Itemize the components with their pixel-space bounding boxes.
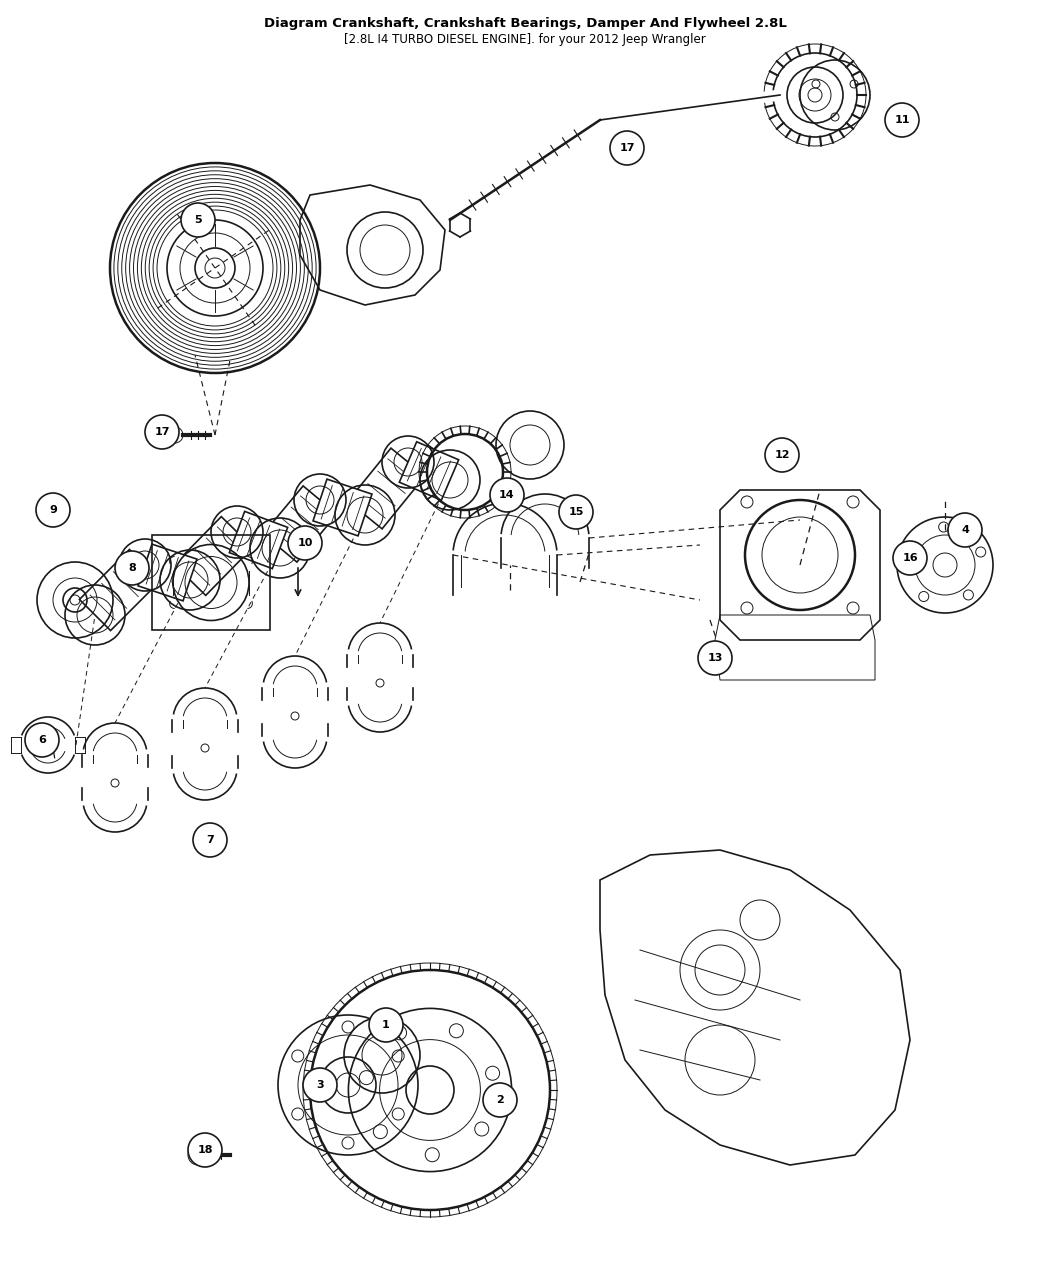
Text: 2: 2 xyxy=(496,1095,504,1105)
Polygon shape xyxy=(264,486,337,562)
Text: 17: 17 xyxy=(154,427,170,437)
Text: 3: 3 xyxy=(316,1080,323,1090)
Polygon shape xyxy=(80,550,161,631)
Polygon shape xyxy=(348,448,425,529)
Circle shape xyxy=(288,527,322,560)
Text: 1: 1 xyxy=(382,1020,390,1030)
Text: 13: 13 xyxy=(708,653,722,663)
Text: 10: 10 xyxy=(297,538,313,548)
Text: 11: 11 xyxy=(895,115,909,125)
Text: 16: 16 xyxy=(902,553,918,564)
Polygon shape xyxy=(399,441,459,500)
Circle shape xyxy=(892,541,927,575)
Circle shape xyxy=(36,493,70,527)
Circle shape xyxy=(765,439,799,472)
Text: 5: 5 xyxy=(194,215,202,224)
Circle shape xyxy=(698,641,732,674)
Circle shape xyxy=(490,478,524,513)
Circle shape xyxy=(483,1082,517,1117)
Circle shape xyxy=(188,1133,222,1167)
Text: 9: 9 xyxy=(49,505,57,515)
Polygon shape xyxy=(174,516,253,595)
Text: 14: 14 xyxy=(499,490,514,500)
Circle shape xyxy=(369,1009,403,1042)
Polygon shape xyxy=(229,511,288,569)
Circle shape xyxy=(25,723,59,757)
Text: 12: 12 xyxy=(774,450,790,460)
Text: 7: 7 xyxy=(206,835,214,845)
Polygon shape xyxy=(138,544,197,601)
Text: 18: 18 xyxy=(197,1145,213,1155)
Circle shape xyxy=(559,495,593,529)
Circle shape xyxy=(193,822,227,857)
Circle shape xyxy=(303,1068,337,1102)
Text: Diagram Crankshaft, Crankshaft Bearings, Damper And Flywheel 2.8L: Diagram Crankshaft, Crankshaft Bearings,… xyxy=(264,17,786,31)
Text: 4: 4 xyxy=(961,525,969,536)
Text: 15: 15 xyxy=(568,507,584,516)
Polygon shape xyxy=(313,479,372,536)
Text: 8: 8 xyxy=(128,564,135,572)
Text: [2.8L I4 TURBO DIESEL ENGINE]. for your 2012 Jeep Wrangler: [2.8L I4 TURBO DIESEL ENGINE]. for your … xyxy=(344,33,706,46)
Circle shape xyxy=(116,551,149,585)
Circle shape xyxy=(948,513,982,547)
Text: 17: 17 xyxy=(620,143,635,153)
Text: 6: 6 xyxy=(38,734,46,745)
Circle shape xyxy=(145,414,178,449)
Bar xyxy=(152,536,270,630)
Circle shape xyxy=(610,131,644,164)
Circle shape xyxy=(181,203,215,237)
Circle shape xyxy=(885,103,919,136)
